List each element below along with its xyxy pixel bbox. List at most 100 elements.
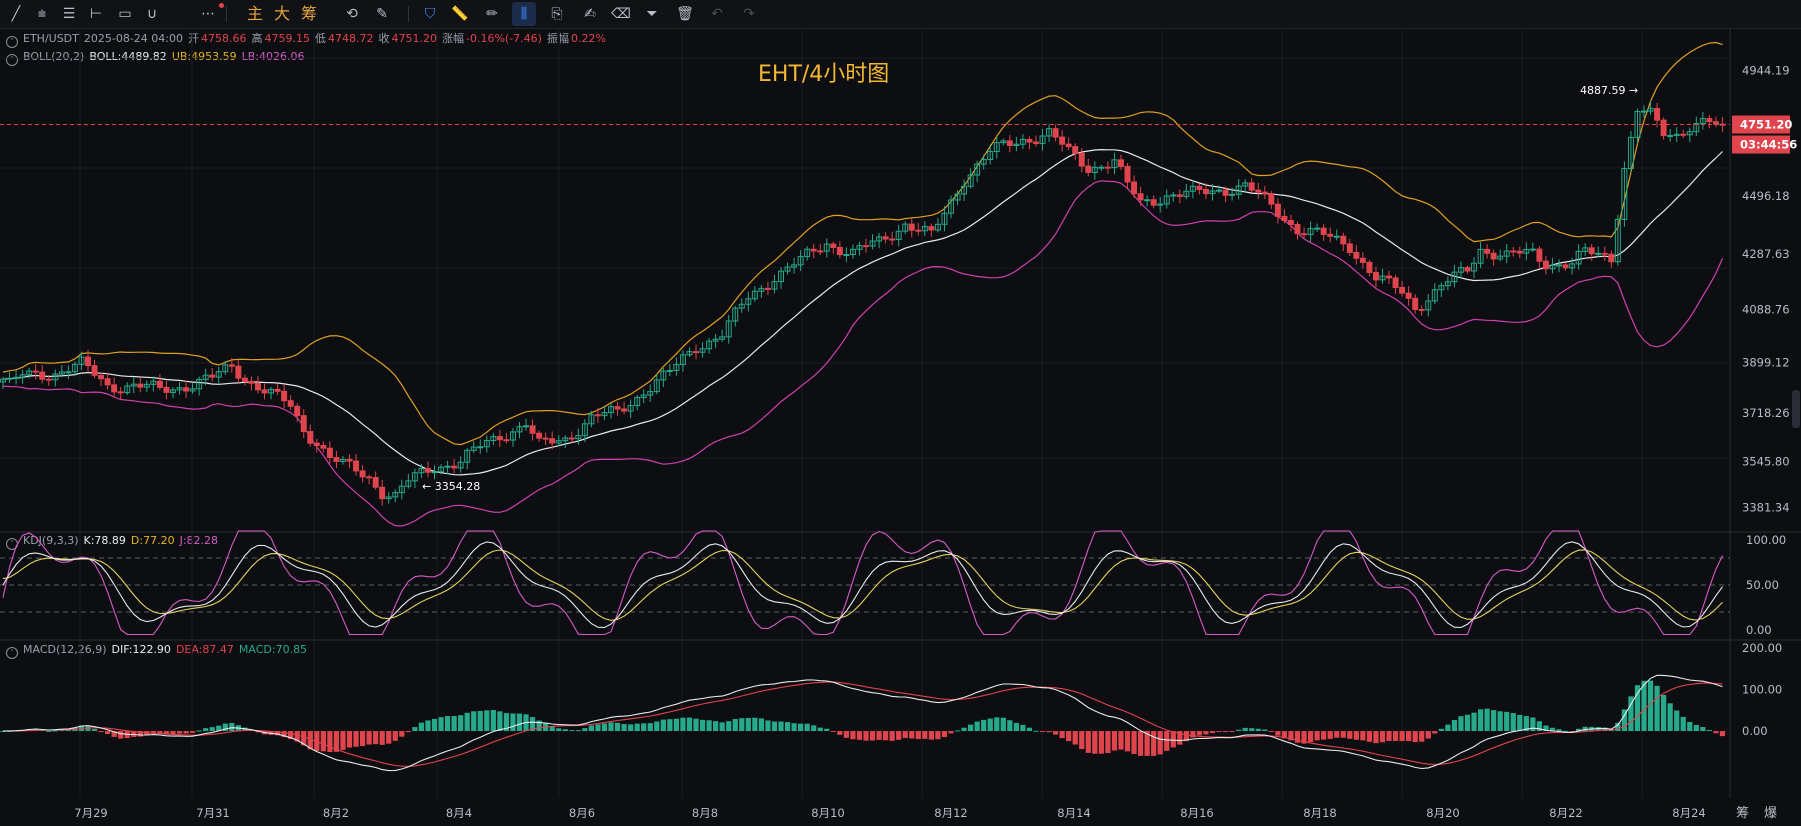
candle-body [1549, 264, 1556, 270]
candle-body [732, 307, 739, 322]
liquidation-button[interactable]: 爆 [1764, 806, 1778, 821]
clipboard-icon[interactable]: ⎘ [551, 6, 563, 22]
collapse-icon[interactable]: ˅ [6, 36, 18, 48]
trend-line-icon[interactable]: ╱ [11, 6, 21, 22]
candle-body [1366, 261, 1373, 274]
countdown-tag [1732, 135, 1790, 154]
macd-bar [536, 720, 542, 732]
macd-bar [1203, 731, 1209, 735]
main-indicator-button[interactable]: 主 [246, 4, 263, 23]
pencil-icon[interactable]: ✏ [486, 6, 498, 22]
candle-body [836, 246, 843, 256]
candle-body [954, 193, 961, 201]
macd-bar [582, 728, 588, 732]
ruler-icon[interactable]: 📏 [451, 6, 469, 22]
macd-bar [869, 731, 876, 741]
candle-body [189, 388, 196, 392]
candle-body [1216, 189, 1223, 192]
macd-value: MACD:70.85 [238, 643, 308, 656]
macd-bar [346, 731, 353, 748]
macd-bar [137, 731, 143, 737]
datetime-label: 2025-08-24 04:00 [83, 32, 183, 45]
candle-body [1059, 136, 1066, 145]
macd-bar [1523, 716, 1529, 732]
candle-body [679, 354, 686, 366]
candle-body [254, 382, 261, 391]
candle-body [143, 383, 150, 388]
macd-bar [693, 718, 699, 732]
big-button[interactable]: 大 [273, 4, 290, 23]
candle-body [601, 412, 608, 417]
macd-bar [1222, 731, 1229, 733]
macd-bar [634, 723, 640, 732]
chip-distribution-button[interactable]: 筹 [1736, 806, 1750, 821]
magnet-icon[interactable]: ⛉ [424, 6, 436, 22]
candle-body [235, 365, 242, 379]
candle-body [640, 394, 647, 399]
macd-bar [1556, 729, 1562, 732]
eraser-icon[interactable]: ⌫ [611, 6, 631, 22]
horizontal-ray-icon[interactable]: ⊢ [89, 6, 103, 22]
candle-body [111, 384, 118, 393]
candle-body [1497, 255, 1504, 260]
horizontal-lines-icon[interactable]: ⩧ [37, 6, 47, 22]
macd-bar [680, 717, 686, 732]
candle-body [967, 174, 974, 187]
macd-info-bar: ˅ MACD(12,26,9) DIF:122.90 DEA:87.47 MACD:70… [6, 643, 312, 659]
sync-icon[interactable]: ⟲ [346, 6, 358, 22]
price-tick-label: 4088.76 [1742, 303, 1790, 317]
scroll-handle[interactable] [1792, 390, 1800, 428]
trash-icon[interactable]: 🗑 [676, 6, 694, 22]
candle-body [39, 371, 46, 380]
candle-body [274, 388, 281, 392]
macd-bar [745, 717, 751, 732]
macd-bar [307, 731, 313, 750]
candle-body [1484, 248, 1491, 254]
filter-icon[interactable]: ⏷ [646, 6, 658, 22]
macd-bar [739, 718, 745, 732]
candle-body [1248, 182, 1255, 191]
macd-bar [1066, 731, 1072, 742]
macd-bar [1085, 731, 1091, 753]
candle-body [542, 437, 549, 440]
chart-area[interactable]: 4751.20 03:44:56 4944.19 4496.18 4287.63 4088… [0, 28, 1801, 826]
parallel-lines-icon[interactable]: ☰ [62, 6, 76, 22]
more-tools-icon[interactable]: ⋯ [201, 6, 215, 22]
candle-body [124, 385, 131, 394]
collapse-icon[interactable]: ˅ [6, 54, 18, 66]
rectangle-icon[interactable]: ▭ [118, 6, 132, 22]
macd-bar [425, 720, 431, 732]
candle-body [58, 371, 65, 375]
macd-bar [1719, 731, 1726, 737]
collapse-icon[interactable]: ˅ [6, 647, 18, 659]
curve-icon[interactable]: ∪ [146, 6, 158, 22]
amp-label: 振幅 [546, 32, 569, 45]
macd-bar [1647, 680, 1654, 732]
macd-bar [1654, 685, 1660, 732]
macd-bar [1105, 731, 1111, 754]
macd-bar [1445, 724, 1451, 732]
brush-icon[interactable]: ✎ [376, 6, 388, 22]
redo-icon[interactable]: ↷ [743, 6, 755, 22]
macd-tick-label: 0.00 [1742, 724, 1768, 738]
undo-icon[interactable]: ↶ [711, 6, 723, 22]
close-value: 4751.20 [391, 32, 438, 45]
macd-bar [52, 730, 58, 732]
chip-button[interactable]: 筹 [300, 4, 317, 23]
candle-body [398, 485, 405, 494]
candles-icon[interactable]: ⫼ [512, 2, 536, 26]
candle-body [170, 389, 176, 393]
j-value: J:82.28 [179, 534, 219, 547]
candle-body [1183, 190, 1190, 197]
note-icon[interactable]: ✍ [584, 6, 596, 22]
macd-tick-label: 100.00 [1742, 683, 1782, 697]
open-label: 开 [188, 32, 199, 45]
candle-body [1693, 123, 1700, 133]
candle-body [320, 445, 327, 449]
low-label: 低 [315, 32, 326, 45]
candle-body [490, 436, 497, 441]
macd-bar [353, 731, 359, 747]
date-tick-label: 8月14 [1057, 806, 1090, 820]
candle-body [483, 439, 490, 448]
date-tick-label: 8月20 [1426, 806, 1459, 820]
